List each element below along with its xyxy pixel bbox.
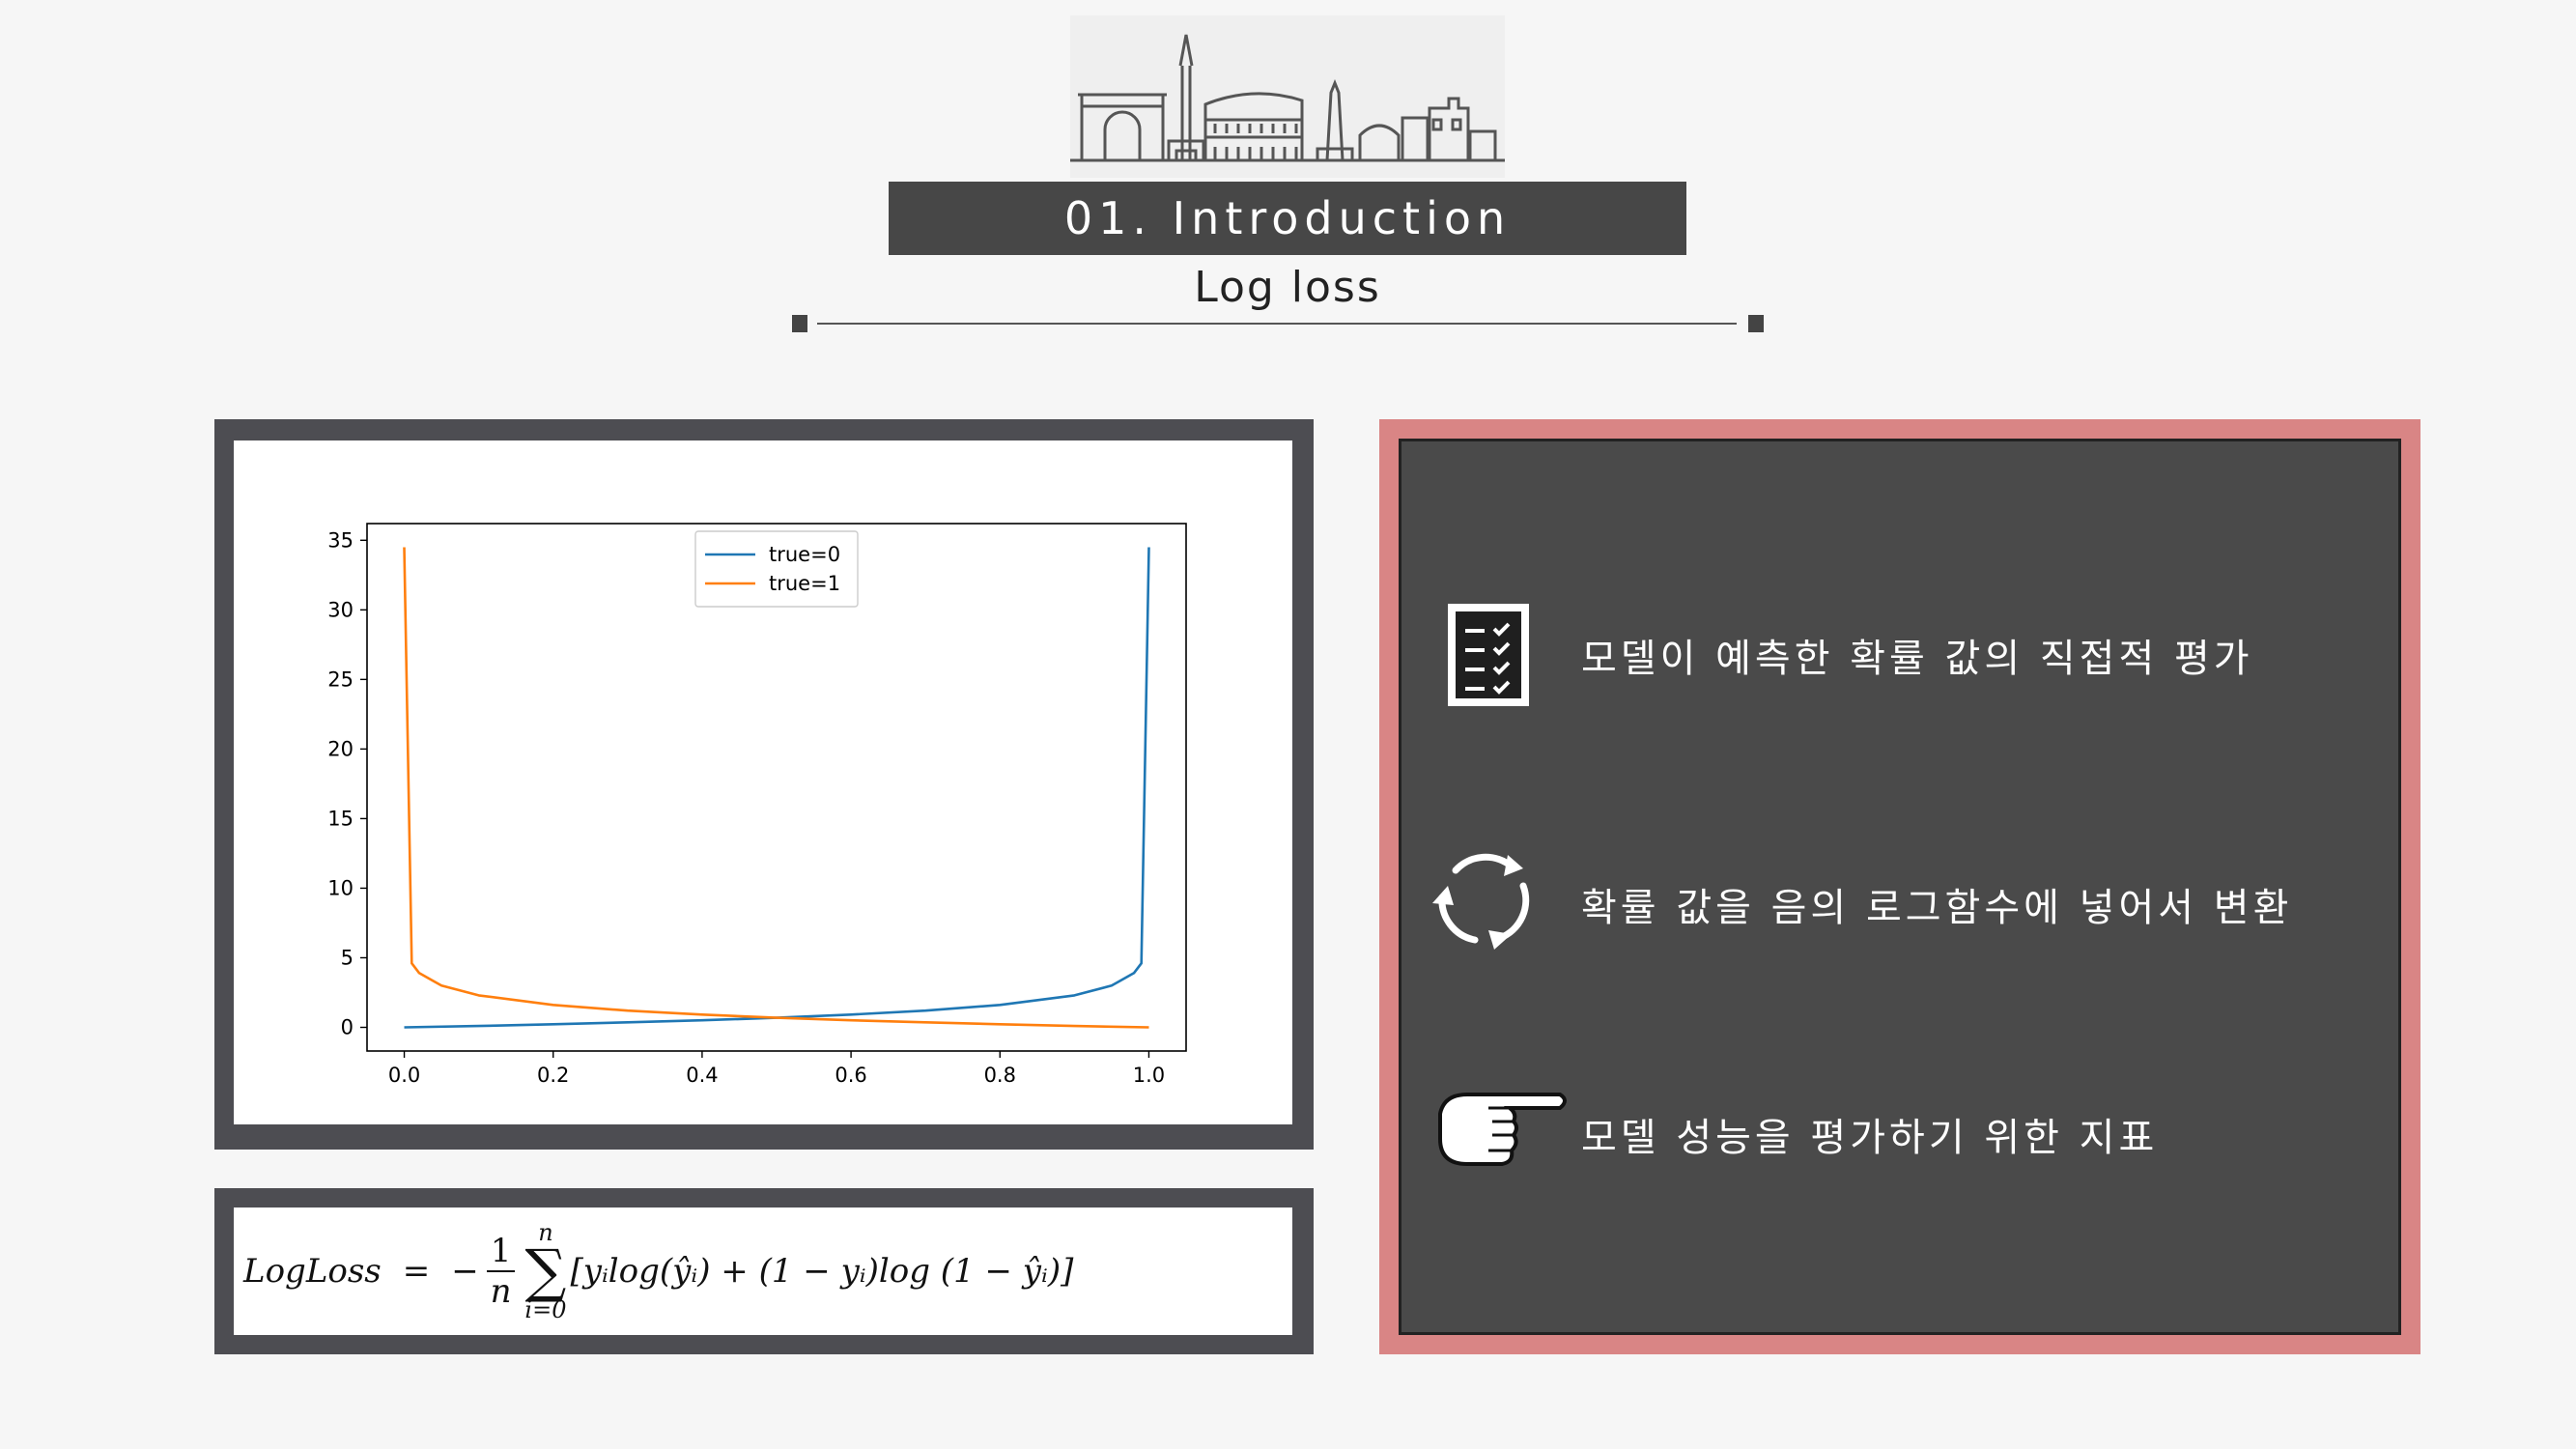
legend-box — [694, 530, 859, 608]
y-tick-label: 0 — [341, 1016, 354, 1039]
formula-minus: − — [451, 1252, 479, 1291]
formula-body: [yᵢlog(ŷᵢ) + (1 − yᵢ)log (1 − ŷᵢ)] — [570, 1252, 1074, 1291]
formula-fraction-denominator: n — [490, 1272, 512, 1311]
formula-equals: = — [402, 1252, 431, 1291]
city-skyline-icon — [1070, 15, 1505, 178]
x-tick-label: 0.2 — [537, 1064, 569, 1087]
panel-item-text: 모델이 예측한 확률 값의 직접적 평가 — [1581, 637, 2253, 681]
x-tick-label: 1.0 — [1133, 1064, 1165, 1087]
y-tick-label: 10 — [327, 876, 354, 899]
description-panel-inner: 모델이 예측한 확률 값의 직접적 평가 확률 값을 음의 — [1399, 439, 2401, 1335]
section-title: 01. Introduction — [889, 182, 1686, 255]
section-title-label: 01. Introduction — [1063, 192, 1512, 244]
series-line-1 — [403, 547, 1149, 1029]
chart-canvas: 0.0 0.2 0.4 0.6 0.8 1.0 0 5 10 15 20 25 30 35 true=0 tr… — [234, 440, 1292, 1124]
formula-lhs: LogLoss — [243, 1252, 382, 1291]
divider-cap-right — [1748, 315, 1764, 332]
chart-frame: 0.0 0.2 0.4 0.6 0.8 1.0 0 5 10 15 20 25 30 35 true=0 tr… — [214, 419, 1314, 1150]
formula-summation: n ∑ i=0 — [524, 1221, 566, 1321]
series-line-0 — [404, 547, 1150, 1029]
pointing-hand-icon — [1434, 1085, 1570, 1187]
legend-label-1: true=1 — [769, 572, 840, 595]
y-tick-label: 30 — [327, 598, 354, 621]
legend-label-0: true=0 — [769, 543, 840, 566]
formula-sum-upper: n — [538, 1219, 553, 1246]
y-tick-label: 5 — [341, 946, 354, 969]
x-tick-label: 0.4 — [686, 1064, 718, 1087]
divider-cap-left — [792, 315, 807, 332]
refresh-cycle-icon — [1427, 841, 1541, 965]
log-loss-formula: LogLoss = − 1 n n ∑ i=0 [yᵢlog(ŷᵢ) + (1 … — [234, 1208, 1292, 1335]
panel-item-text: 모델 성능을 평가하기 위한 지표 — [1581, 1116, 2159, 1160]
divider-line — [817, 323, 1737, 325]
formula-sum-symbol: ∑ — [524, 1237, 567, 1305]
y-tick-label: 25 — [327, 668, 354, 691]
y-tick-label: 35 — [327, 528, 354, 552]
formula-fraction: 1 n — [486, 1232, 516, 1311]
panel-item-text: 확률 값을 음의 로그함수에 넣어서 변환 — [1581, 886, 2293, 930]
x-tick-label: 0.8 — [984, 1064, 1016, 1087]
page-subtitle: Log loss — [1194, 263, 1381, 312]
formula-sum-lower: i=0 — [524, 1296, 567, 1323]
log-loss-chart: 0.0 0.2 0.4 0.6 0.8 1.0 0 5 10 15 20 25 30 35 true=0 tr… — [327, 523, 1187, 1087]
x-tick-label: 0.0 — [388, 1064, 420, 1087]
formula-frame: LogLoss = − 1 n n ∑ i=0 [yᵢlog(ŷᵢ) + (1 … — [214, 1188, 1314, 1354]
description-panel: 모델이 예측한 확률 값의 직접적 평가 확률 값을 음의 — [1379, 419, 2420, 1354]
x-tick-label: 0.6 — [835, 1064, 866, 1087]
checklist-icon — [1446, 602, 1531, 718]
formula-fraction-numerator: 1 — [486, 1232, 516, 1272]
y-tick-label: 15 — [327, 807, 354, 830]
plot-area — [366, 523, 1187, 1052]
y-tick-label: 20 — [327, 737, 354, 760]
